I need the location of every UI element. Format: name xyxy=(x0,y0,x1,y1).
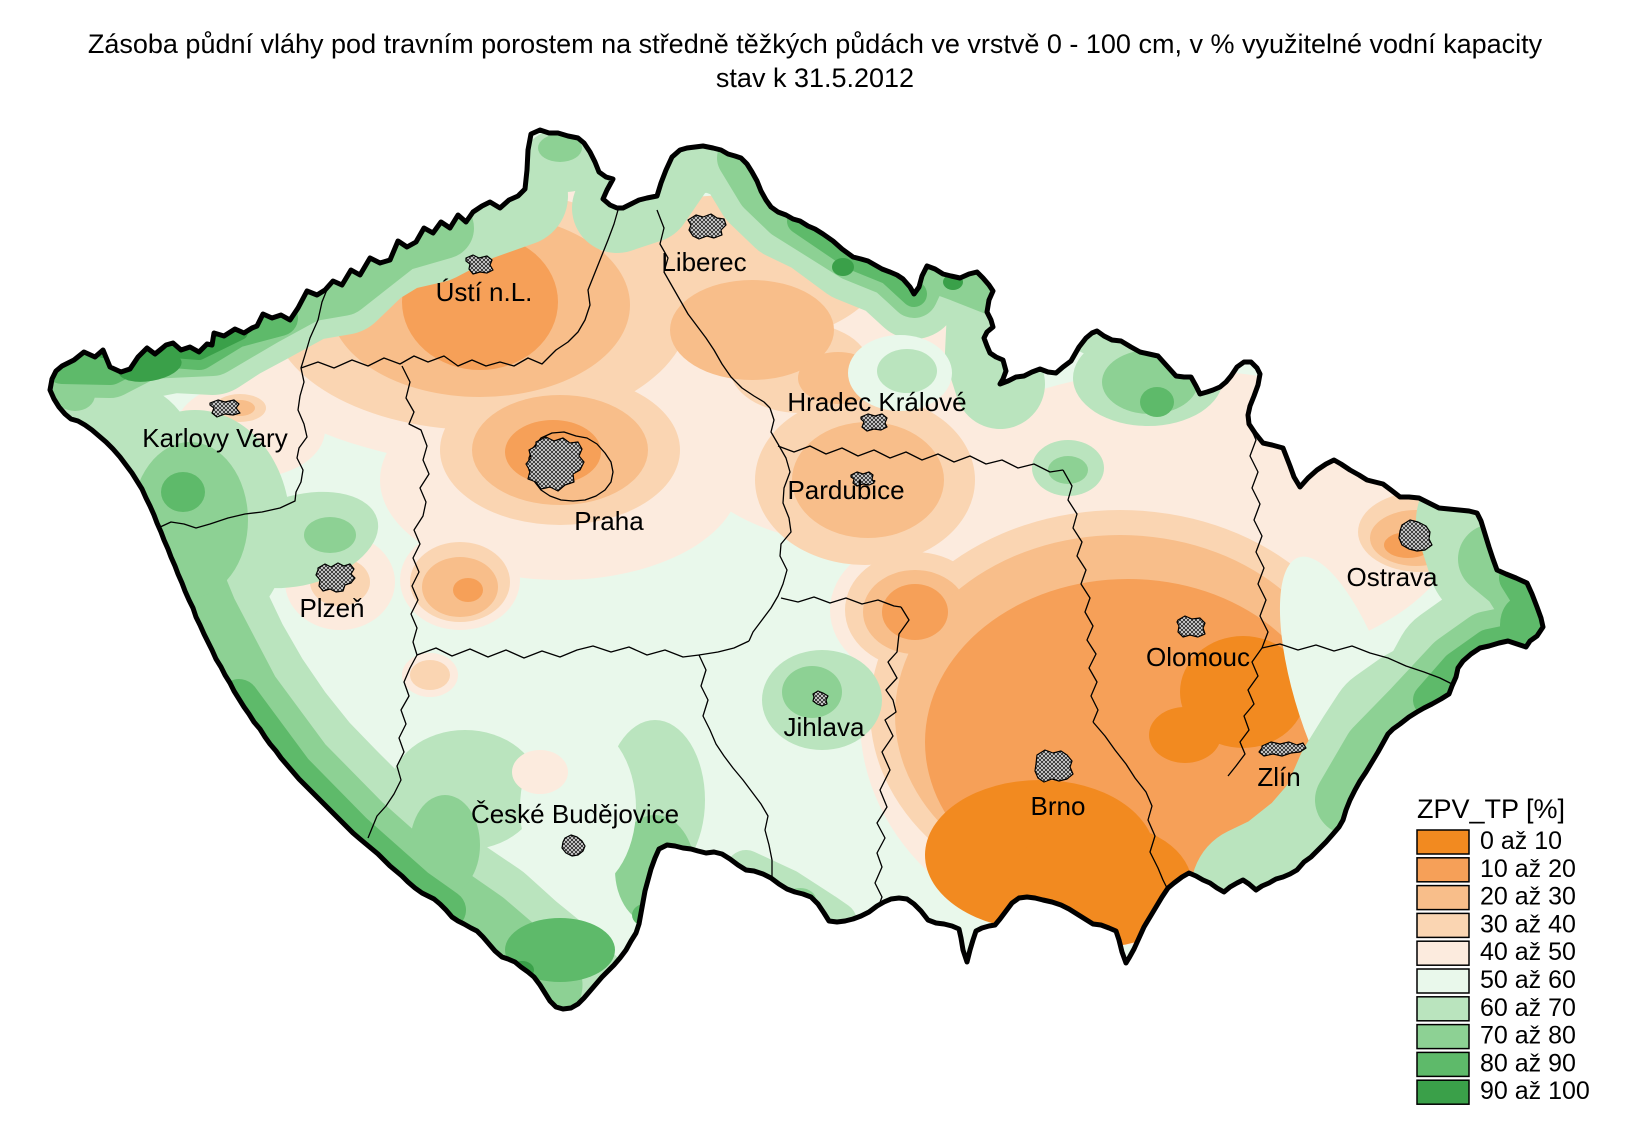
city-marker-zlin xyxy=(1258,741,1307,757)
legend-swatch xyxy=(1416,940,1470,966)
legend-item: 30 až 40 xyxy=(1416,910,1576,939)
city-label-ostrava: Ostrava xyxy=(1346,562,1438,592)
city-marker-plzen xyxy=(315,562,356,593)
city-label-pardubice: Pardubice xyxy=(787,475,904,505)
map-title-line1: Zásoba půdní vláhy pod travním porostem … xyxy=(88,29,1543,59)
city-label-olomouc: Olomouc xyxy=(1146,642,1250,672)
city-markers xyxy=(209,213,1433,857)
legend-item: 70 až 80 xyxy=(1416,1022,1576,1050)
city-label-karlovy: Karlovy Vary xyxy=(142,423,287,453)
city-marker-ostrava xyxy=(1398,519,1433,552)
legend-item: 80 až 90 xyxy=(1416,1049,1576,1078)
contour-layer-0-10 xyxy=(925,636,1306,947)
legend-item: 10 až 20 xyxy=(1416,855,1576,883)
city-marker-usti xyxy=(465,254,494,275)
city-label-zlin: Zlín xyxy=(1257,762,1300,792)
legend-label: 20 až 30 xyxy=(1480,883,1576,911)
contour-blobs-70-80 xyxy=(55,134,1198,925)
legend-swatch xyxy=(1416,857,1470,883)
map-title-line2: stav k 31.5.2012 xyxy=(716,63,914,93)
city-marker-liberec xyxy=(687,213,727,240)
city-label-brno: Brno xyxy=(1031,791,1086,821)
legend-label: 40 až 50 xyxy=(1480,938,1576,966)
legend-item: 0 až 10 xyxy=(1416,827,1562,855)
city-label-liberec: Liberec xyxy=(661,247,746,277)
legend-swatch xyxy=(1416,996,1470,1022)
city-marker-budejovice xyxy=(561,834,586,857)
city-marker-pardubice xyxy=(850,471,875,487)
legend-item: 40 až 50 xyxy=(1416,938,1576,966)
legend-label: 70 až 80 xyxy=(1480,1022,1576,1050)
legend-swatch xyxy=(1416,912,1470,939)
legend-item: 90 až 100 xyxy=(1416,1077,1590,1105)
legend-label: 90 až 100 xyxy=(1480,1077,1590,1105)
city-label-usti: Ústí n.L. xyxy=(436,277,533,307)
legend-label: 50 až 60 xyxy=(1480,966,1576,994)
contour-patch-40-50-budejovice xyxy=(512,750,568,794)
country-outline xyxy=(47,127,1546,1012)
city-label-jihlava: Jihlava xyxy=(784,712,865,742)
legend-item: 50 až 60 xyxy=(1416,966,1576,994)
legend-swatch xyxy=(1416,1051,1470,1078)
legend-item: 60 až 70 xyxy=(1416,994,1576,1022)
legend-label: 30 až 40 xyxy=(1480,910,1576,938)
city-labels: Ústí n.L. Liberec Karlovy Vary Praha Hra… xyxy=(142,247,1438,829)
legend-swatch xyxy=(1416,884,1470,911)
city-label-plzen: Plzeň xyxy=(299,593,364,623)
legend-label: 0 až 10 xyxy=(1480,827,1562,855)
legend-swatch xyxy=(1416,968,1470,994)
city-marker-brno xyxy=(1034,749,1074,783)
legend-item: 20 až 30 xyxy=(1416,883,1576,911)
legend-title: ZPV_TP [%] xyxy=(1417,794,1565,824)
city-marker-praha xyxy=(525,436,585,492)
region-borders xyxy=(145,209,1453,917)
map-title: Zásoba půdní vláhy pod travním porostem … xyxy=(88,29,1543,93)
legend-label: 10 až 20 xyxy=(1480,855,1576,883)
city-label-budejovice: České Budějovice xyxy=(471,799,679,829)
city-marker-olomouc xyxy=(1176,615,1206,638)
legend-label: 80 až 90 xyxy=(1480,1049,1576,1077)
legend: ZPV_TP [%] 0 až 10 10 až 20 20 až 30 30 … xyxy=(1416,794,1590,1105)
city-marker-hradec xyxy=(860,413,888,432)
contour-patch-60-70-hradec xyxy=(877,349,937,393)
legend-label: 60 až 70 xyxy=(1480,994,1576,1022)
legend-swatch xyxy=(1416,1079,1470,1105)
city-label-hradec: Hradec Králové xyxy=(787,387,966,417)
legend-swatch xyxy=(1416,1023,1470,1050)
city-marker-jihlava xyxy=(812,690,829,707)
city-label-praha: Praha xyxy=(574,506,644,536)
city-marker-karlovy xyxy=(209,399,241,418)
legend-swatch xyxy=(1416,829,1470,855)
